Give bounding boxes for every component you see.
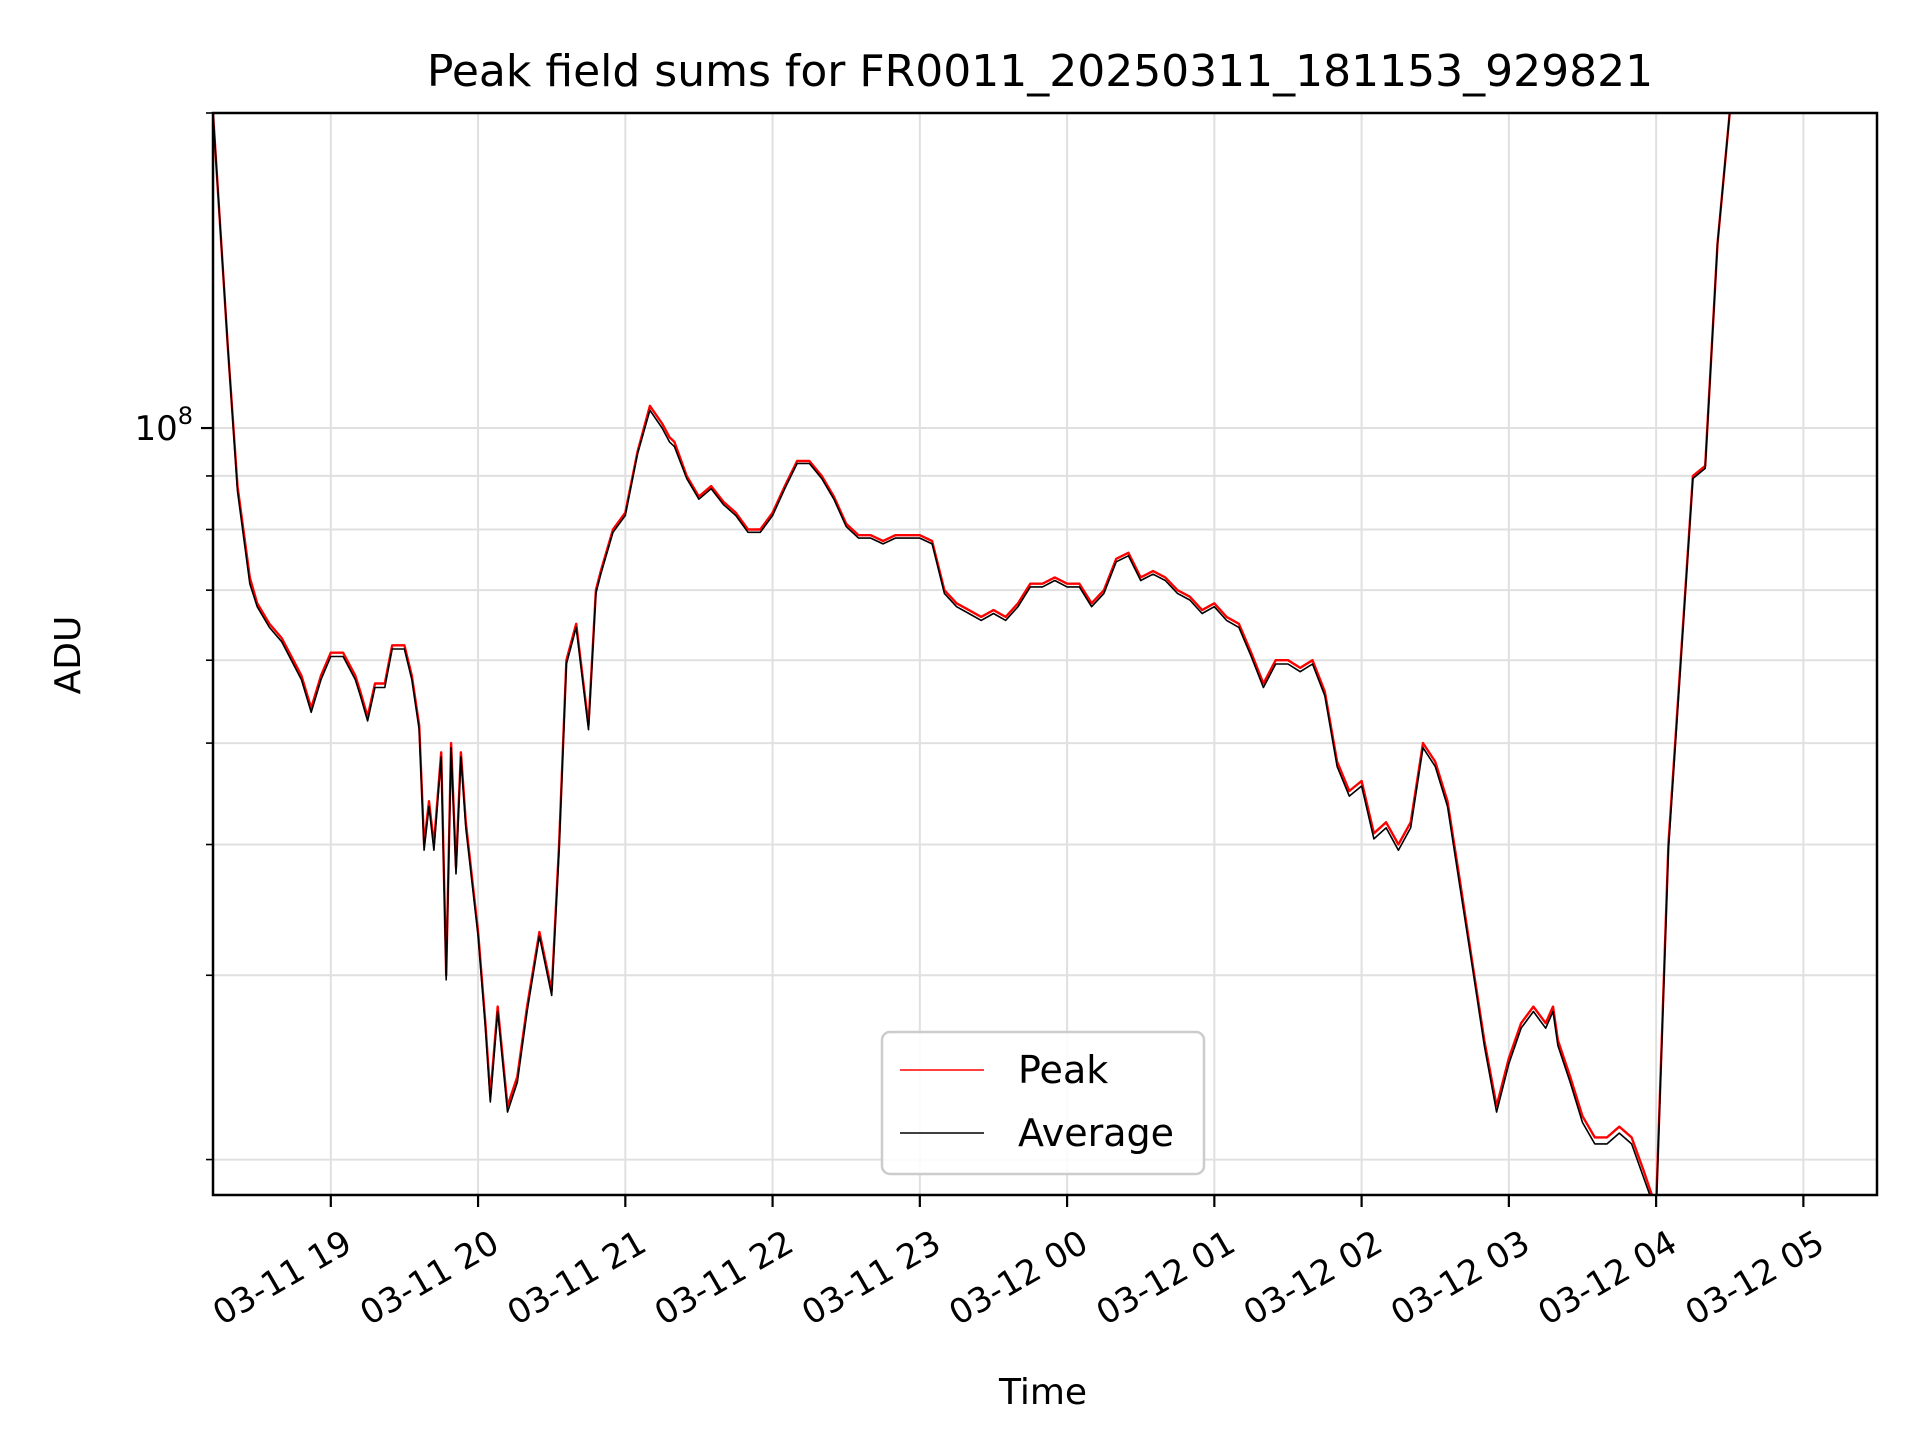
legend-label-peak: Peak <box>1018 1048 1108 1092</box>
series-line-average <box>213 113 1731 1195</box>
y-axis-ticks: 108 <box>134 112 213 1161</box>
y-tick-label: 108 <box>134 402 193 449</box>
plot-frame <box>211 111 1879 1197</box>
x-axis-label: Time <box>998 1372 1087 1413</box>
plot-area <box>213 113 1732 1195</box>
y-axis-label: ADU <box>48 616 89 695</box>
grid <box>213 112 1877 1195</box>
legend-box <box>880 1030 1206 1176</box>
chart-title: Peak field sums for FR0011_20250311_1811… <box>427 46 1653 97</box>
legend: Peak Average <box>880 1030 1206 1176</box>
legend-label-average: Average <box>1018 1111 1174 1155</box>
